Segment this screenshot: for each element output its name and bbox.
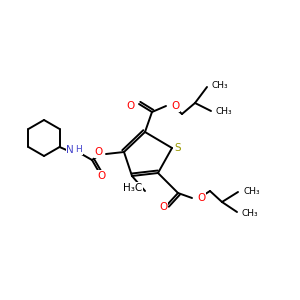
Text: O: O: [97, 171, 105, 181]
Text: S: S: [175, 143, 181, 153]
Text: CH₃: CH₃: [242, 208, 259, 217]
Text: N: N: [66, 145, 74, 155]
Text: O: O: [171, 101, 179, 111]
Text: H: H: [76, 146, 82, 154]
Text: CH₃: CH₃: [243, 187, 260, 196]
Text: CH₃: CH₃: [212, 82, 229, 91]
Text: O: O: [127, 101, 135, 111]
Text: O: O: [159, 202, 167, 212]
Text: H₃C: H₃C: [123, 183, 142, 193]
Text: O: O: [197, 193, 205, 203]
Text: O: O: [95, 147, 103, 157]
Text: CH₃: CH₃: [216, 107, 232, 116]
